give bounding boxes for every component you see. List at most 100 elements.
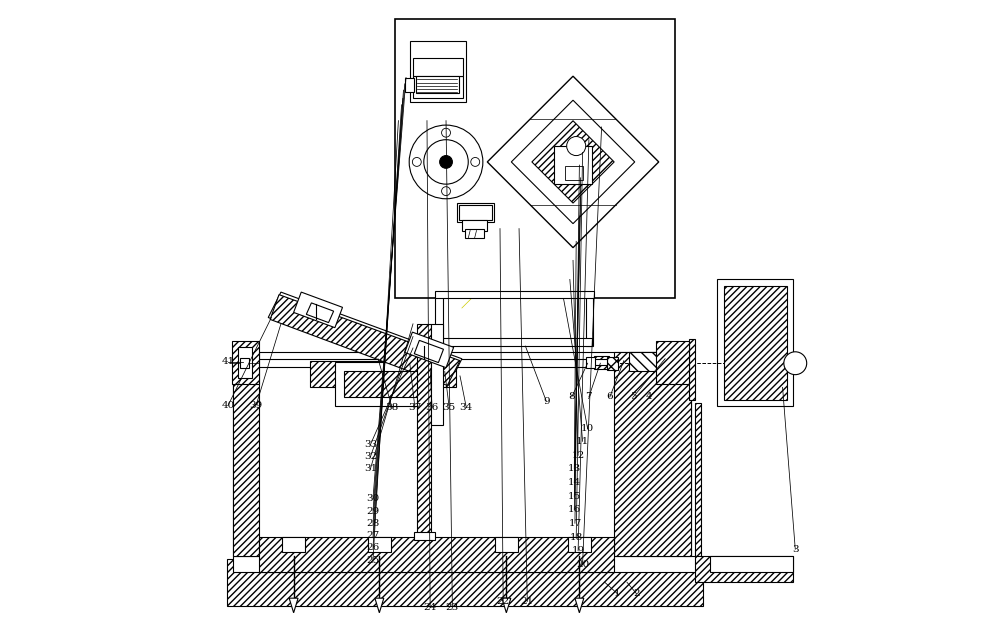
Polygon shape [462,220,487,231]
Text: 8: 8 [568,392,575,401]
Polygon shape [431,324,443,425]
Polygon shape [259,537,614,572]
Text: 7: 7 [586,392,592,401]
Polygon shape [238,347,252,378]
Polygon shape [282,537,305,552]
Circle shape [567,137,586,156]
Text: 13: 13 [568,464,581,473]
Text: 16: 16 [568,505,581,514]
Circle shape [784,352,807,375]
Text: 34: 34 [460,403,473,412]
Text: 38: 38 [385,403,399,412]
Text: 18: 18 [570,533,583,542]
Text: 26: 26 [366,543,380,552]
Polygon shape [589,359,607,365]
Polygon shape [656,341,689,384]
Polygon shape [710,556,793,572]
Polygon shape [232,341,259,384]
Text: 14: 14 [568,478,581,487]
Polygon shape [575,598,584,613]
Polygon shape [594,356,609,369]
Polygon shape [487,76,659,248]
Text: 12: 12 [571,451,585,460]
Polygon shape [405,332,454,368]
Text: 32: 32 [364,452,377,461]
Polygon shape [717,279,793,406]
Text: 10: 10 [581,424,594,433]
Text: 1: 1 [614,589,621,598]
Text: 25: 25 [366,556,380,565]
Polygon shape [310,361,456,387]
Polygon shape [368,537,391,552]
Circle shape [409,125,483,199]
Text: 30: 30 [366,494,380,503]
Text: 28: 28 [366,519,380,528]
Polygon shape [689,339,695,400]
Text: 39: 39 [250,401,263,410]
Polygon shape [414,532,435,540]
Polygon shape [457,203,494,222]
Text: 21: 21 [521,597,534,606]
Polygon shape [240,358,249,368]
Polygon shape [495,537,518,552]
Circle shape [471,157,480,166]
Polygon shape [395,19,675,298]
Polygon shape [289,598,298,613]
Text: 17: 17 [568,519,582,528]
Polygon shape [586,297,593,346]
Polygon shape [435,297,443,346]
Polygon shape [416,76,459,93]
Text: 19: 19 [571,546,585,555]
Polygon shape [465,229,484,238]
Polygon shape [227,559,703,606]
Polygon shape [443,338,592,346]
Polygon shape [724,286,787,400]
Polygon shape [532,121,614,203]
Circle shape [424,140,468,184]
Text: 11: 11 [576,437,589,446]
Text: 41: 41 [222,358,235,366]
Polygon shape [270,295,460,385]
Polygon shape [695,556,793,582]
Polygon shape [410,41,466,102]
Polygon shape [629,352,670,371]
Text: 27: 27 [366,531,380,540]
Text: 29: 29 [366,507,380,516]
Polygon shape [435,291,594,298]
Polygon shape [607,357,618,370]
Polygon shape [413,76,463,98]
Text: 31: 31 [364,464,377,473]
Polygon shape [568,537,591,552]
Text: 40: 40 [222,401,235,410]
Text: 6: 6 [607,392,613,401]
Polygon shape [405,78,414,92]
Polygon shape [614,352,690,556]
Polygon shape [268,292,462,384]
Text: 4: 4 [646,392,653,401]
Polygon shape [344,371,421,397]
Circle shape [442,187,450,196]
Polygon shape [565,166,583,180]
Text: 2: 2 [633,589,640,598]
Polygon shape [459,205,492,220]
Text: 37: 37 [408,403,422,412]
Circle shape [442,128,450,137]
Text: 20: 20 [576,560,589,569]
Polygon shape [306,303,334,323]
Polygon shape [375,598,384,613]
Text: 15: 15 [568,492,581,501]
Polygon shape [233,352,259,556]
Text: 36: 36 [425,403,439,412]
Text: 33: 33 [364,440,377,449]
Text: 24: 24 [424,603,437,612]
Polygon shape [233,556,697,572]
Polygon shape [502,598,511,613]
Text: 35: 35 [443,403,456,412]
Text: 22: 22 [497,597,510,606]
Text: 3: 3 [792,545,799,554]
Polygon shape [554,146,592,184]
Polygon shape [511,100,635,224]
Polygon shape [233,352,690,556]
Text: 9: 9 [543,397,550,406]
Circle shape [440,156,452,168]
